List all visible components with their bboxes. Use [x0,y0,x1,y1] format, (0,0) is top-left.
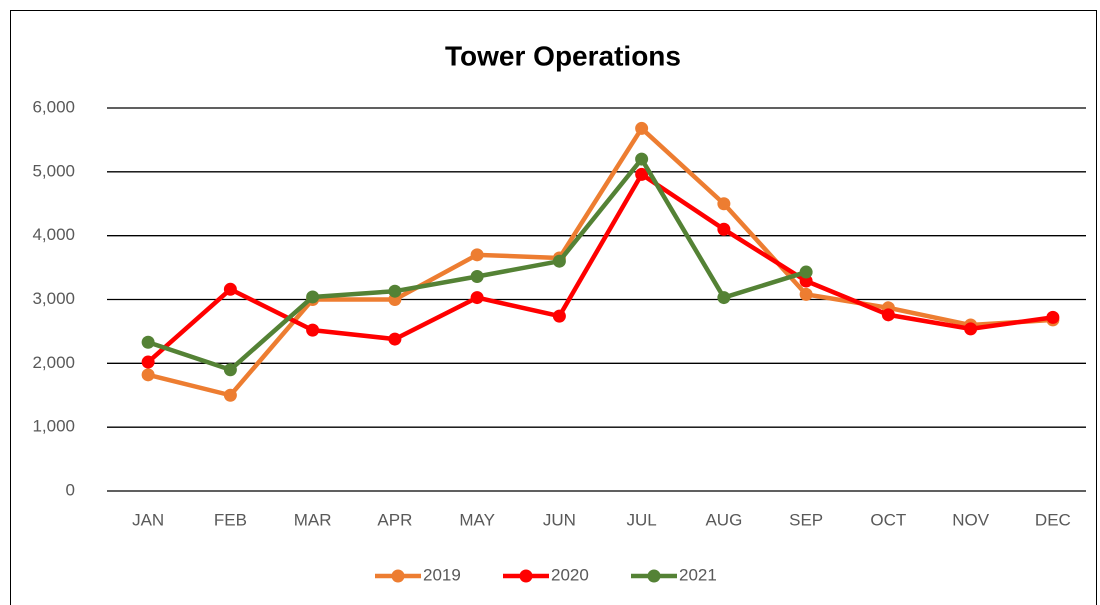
series-marker [635,121,649,135]
chart-border [10,10,1097,605]
y-tick-label: 4,000 [32,225,75,244]
series-marker [635,167,649,181]
series-marker [470,291,484,305]
series-marker [552,309,566,323]
legend-marker [391,569,405,583]
legend-marker [519,569,533,583]
series-marker [388,332,402,346]
series-marker [964,322,978,336]
y-tick-label: 6,000 [32,97,75,116]
series-marker [141,368,155,382]
series-marker [141,355,155,369]
x-tick-label: OCT [870,510,906,529]
x-tick-label: MAY [459,510,495,529]
series-marker [635,152,649,166]
y-tick-label: 1,000 [32,417,75,436]
series-marker [388,284,402,298]
x-tick-label: AUG [705,510,742,529]
series-marker [717,291,731,305]
x-tick-label: JUL [627,510,657,529]
x-tick-label: MAR [294,510,332,529]
x-tick-label: JUN [543,510,576,529]
x-tick-label: JAN [132,510,164,529]
y-tick-label: 0 [66,480,75,499]
series-marker [223,388,237,402]
series-marker [799,287,813,301]
x-tick-label: FEB [214,510,247,529]
y-tick-label: 3,000 [32,289,75,308]
series-marker [717,222,731,236]
series-marker [223,363,237,377]
series-marker [799,265,813,279]
legend-label: 2020 [551,565,589,584]
x-tick-label: SEP [789,510,823,529]
x-tick-label: DEC [1035,510,1071,529]
series-marker [799,274,813,288]
series-marker [470,248,484,262]
y-tick-label: 5,000 [32,161,75,180]
series-marker [881,308,895,322]
series-marker [552,254,566,268]
series-marker [306,323,320,337]
legend-marker [647,569,661,583]
series-line [147,126,1054,398]
series-marker [306,290,320,304]
series-marker [1046,310,1060,324]
series-line [146,172,1054,364]
series-marker [141,335,155,349]
legend-label: 2021 [679,565,717,584]
legend-label: 2019 [423,565,461,584]
series-marker [470,270,484,284]
series-marker [223,282,237,296]
x-tick-label: APR [377,510,412,529]
chart-title: Tower Operations [445,40,681,71]
x-tick-label: NOV [952,510,990,529]
series-marker [717,197,731,211]
y-tick-label: 2,000 [32,353,75,372]
